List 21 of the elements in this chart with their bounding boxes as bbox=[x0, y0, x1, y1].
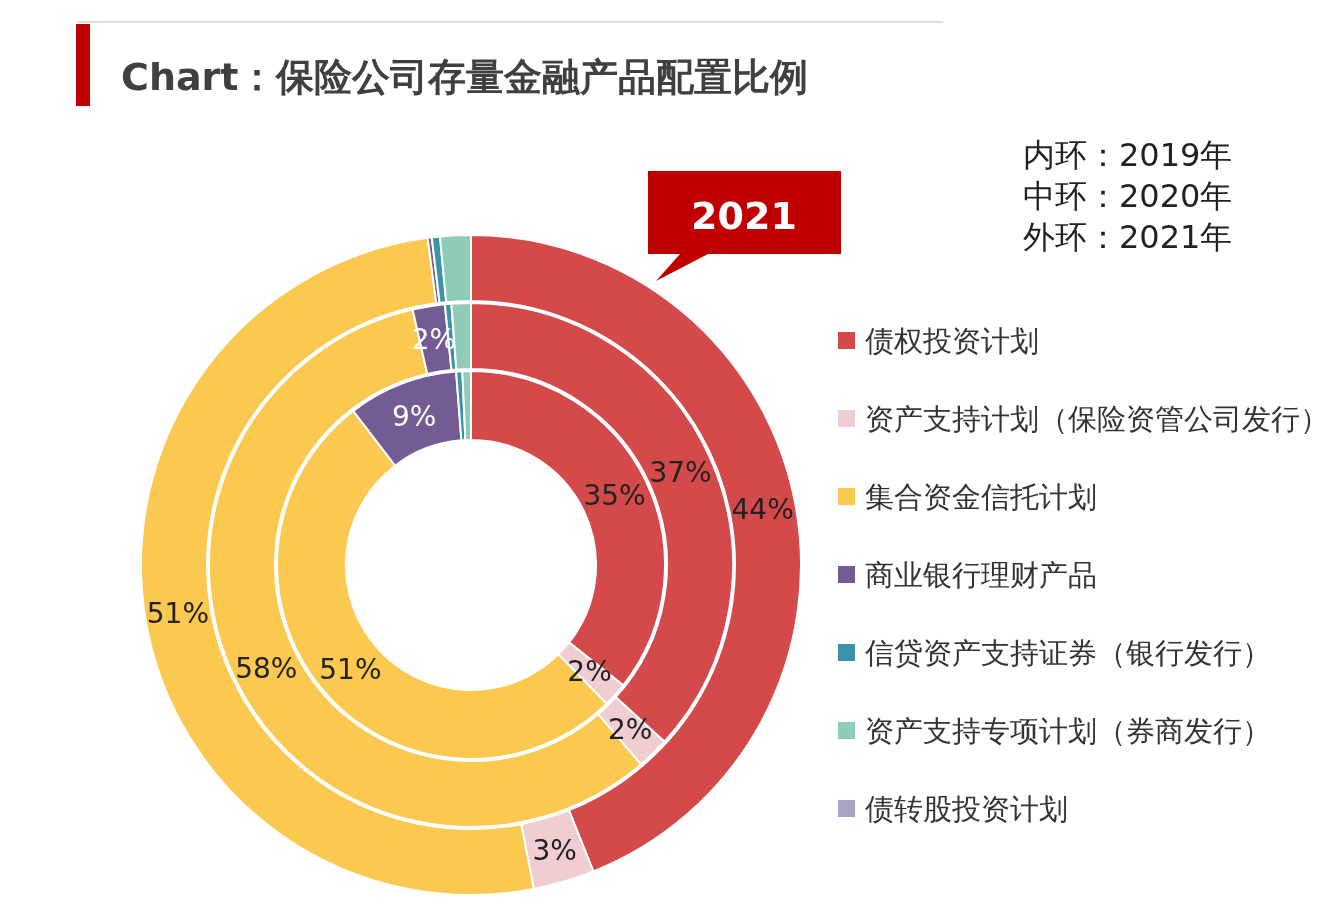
legend-label: 资产支持专项计划（券商发行） bbox=[865, 714, 1271, 749]
data-label: 51% bbox=[319, 653, 382, 687]
text: 内环：2019年 bbox=[1023, 136, 1233, 174]
legend-label: 集合资金信托计划 bbox=[865, 480, 1097, 515]
data-label: 44% bbox=[731, 492, 794, 526]
text: 外环：2021年 bbox=[1023, 218, 1233, 256]
data-label: 58% bbox=[235, 651, 298, 685]
legend-label: 债转股投资计划 bbox=[865, 792, 1068, 827]
data-label: 3% bbox=[532, 833, 577, 867]
data-label: 9% bbox=[391, 399, 437, 433]
data-label: 51% bbox=[146, 596, 209, 630]
data-label: 2% bbox=[607, 713, 653, 747]
text: 2021 bbox=[691, 194, 797, 239]
legend-label: 商业银行理财产品 bbox=[865, 558, 1097, 593]
data-label: 35% bbox=[583, 479, 646, 513]
text: 中环：2020年 bbox=[1023, 177, 1233, 215]
chart-title: Chart：保险公司存量金融产品配置比例 bbox=[121, 55, 809, 99]
legend-label: 资产支持计划（保险资管公司发行） bbox=[865, 402, 1329, 437]
data-label: 37% bbox=[649, 456, 712, 490]
legend-label: 债权投资计划 bbox=[865, 324, 1039, 359]
legend-label: 信贷资产支持证券（银行发行） bbox=[865, 636, 1271, 671]
